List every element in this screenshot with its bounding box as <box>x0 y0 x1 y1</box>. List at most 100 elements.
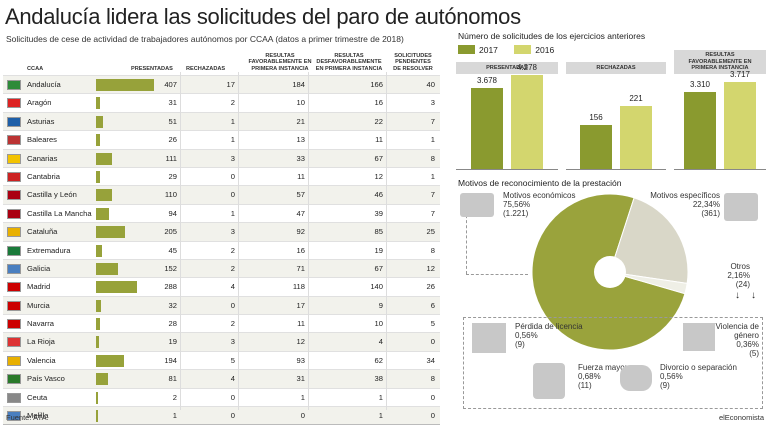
cell-desfavorables: 22 <box>374 116 383 126</box>
legend-swatch-2016 <box>514 45 532 54</box>
bar-2016 <box>724 82 756 170</box>
table-row: Galicia 152 2 71 67 12 <box>3 258 440 278</box>
cell-presentadas: 111 <box>165 153 177 163</box>
cell-rechazadas: 17 <box>226 80 235 89</box>
bar-2016 <box>620 106 652 170</box>
connector-line <box>466 274 528 275</box>
table-header: CCAA PRESENTADAS RECHAZADAS RESULTAS FAV… <box>3 49 440 75</box>
cell-favorables: 11 <box>297 319 305 329</box>
table-row: La Rioja 19 3 12 4 0 <box>3 332 440 351</box>
cell-desfavorables: 67 <box>374 263 383 273</box>
cell-rechazadas: 2 <box>230 98 235 108</box>
flag-icon <box>7 245 21 256</box>
brand-label: elEconomista <box>718 413 764 422</box>
legend-item-2016: 2016 <box>514 45 554 55</box>
source-note: Fuente: ATA. <box>6 413 49 422</box>
ccaa-name: País Vasco <box>27 374 65 384</box>
cell-presentadas: 194 <box>164 355 177 365</box>
header-favorables: RESULTAS FAVORABLEMENTE EN PRIMERA INSTA… <box>248 53 312 72</box>
cell-favorables: 17 <box>296 300 305 310</box>
cell-desfavorables: 1 <box>378 392 383 402</box>
header-presentadas: PRESENTADAS <box>131 66 173 72</box>
ccaa-name: Murcia <box>27 300 50 310</box>
cell-favorables: 13 <box>296 135 305 145</box>
cell-presentadas: 205 <box>164 227 177 237</box>
presentadas-bar <box>96 207 110 220</box>
cell-desfavorables: 10 <box>374 319 383 329</box>
ccaa-name: Valencia <box>27 355 56 365</box>
cell-favorables: 184 <box>292 80 305 89</box>
bar-value-label: 4.278 <box>516 63 538 72</box>
broken-chain-icon <box>620 365 652 391</box>
presentadas-bar <box>96 189 112 202</box>
panel-header: RESULTAS FAVORABLEMENTE EN PRIMERA INSTANC… <box>674 50 766 74</box>
bar-value-label: 3.310 <box>689 79 711 89</box>
table-row: Navarra 28 2 11 10 5 <box>3 314 440 332</box>
donut-hole <box>594 256 626 288</box>
cell-presentadas: 81 <box>168 374 177 384</box>
cell-presentadas: 26 <box>168 135 177 145</box>
header-rechazadas: RECHAZADAS <box>186 66 226 72</box>
presentadas-bar <box>96 299 101 312</box>
cell-favorables: 71 <box>296 263 305 273</box>
ccaa-name: La Rioja <box>27 337 55 347</box>
cell-pendientes: 6 <box>430 300 435 310</box>
cell-rechazadas: 3 <box>230 337 235 347</box>
cell-pendientes: 0 <box>430 411 435 421</box>
page-title: Andalucía lidera las solicitudes del par… <box>5 4 521 29</box>
cell-presentadas: 29 <box>168 171 177 181</box>
slice-label-otros: Otros 2,16% (24) <box>727 262 750 289</box>
legend-swatch-2017 <box>458 45 475 54</box>
cell-presentadas: 32 <box>168 300 177 310</box>
prev-years-title: Número de solicitudes de los ejercicios … <box>458 31 646 41</box>
baseline <box>456 169 558 170</box>
arrow-down-icon: ↓ <box>735 290 740 301</box>
cell-presentadas: 407 <box>164 80 177 89</box>
cell-pendientes: 12 <box>426 263 435 273</box>
cell-pendientes: 34 <box>426 355 435 365</box>
cell-favorables: 92 <box>296 227 305 237</box>
cell-presentadas: 28 <box>168 319 177 329</box>
cell-rechazadas: 1 <box>230 116 235 126</box>
table-row: Baleares 26 1 13 11 1 <box>3 130 440 148</box>
breakdown-fuerza: Fuerza mayor 0,68% (11) <box>578 363 628 390</box>
flag-icon <box>7 227 21 238</box>
bar-value-label: 3.717 <box>729 70 751 79</box>
cell-rechazadas: 3 <box>230 153 235 163</box>
bar-2017 <box>684 91 716 170</box>
bar-2017 <box>471 88 503 170</box>
bar-2016 <box>511 75 543 170</box>
slice-label-especificos: Motivos específicos 22,34% (361) <box>650 191 720 218</box>
presentadas-bar <box>96 281 138 294</box>
cell-favorables: 21 <box>296 116 305 126</box>
header-pendientes: SOLICITUDES PENDIENTES DE RESOLVER <box>393 53 433 72</box>
cell-rechazadas: 5 <box>230 355 235 365</box>
flag-icon <box>7 300 21 311</box>
cell-desfavorables: 1 <box>378 411 383 421</box>
flag-icon <box>7 282 21 293</box>
table-row: Madrid 288 4 118 140 26 <box>3 277 440 295</box>
pie-title: Motivos de reconocimiento de la prestaci… <box>458 178 622 188</box>
cell-rechazadas: 0 <box>230 300 235 310</box>
cell-presentadas: 110 <box>164 190 177 200</box>
legend-item-2017: 2017 <box>458 45 498 55</box>
cell-pendientes: 3 <box>430 98 435 108</box>
ccaa-name: Cataluña <box>27 227 58 237</box>
cell-presentadas: 2 <box>172 392 177 402</box>
flag-icon <box>7 392 21 403</box>
ccaa-name: Andalucía <box>27 80 61 89</box>
header-desfavorables: RESULTAS DESFAVORABLEMENTE EN PRIMERA IN… <box>315 53 383 72</box>
cell-desfavorables: 39 <box>374 208 383 218</box>
cell-presentadas: 31 <box>168 98 177 108</box>
cell-pendientes: 40 <box>426 80 435 89</box>
breakdown-violencia: Violencia de género 0,36% (5) <box>715 322 759 358</box>
flag-icon <box>7 355 21 366</box>
cell-favorables: 11 <box>297 171 305 181</box>
ccaa-name: Castilla y León <box>27 190 77 200</box>
cell-pendientes: 8 <box>430 374 435 384</box>
cell-pendientes: 7 <box>430 190 435 200</box>
cell-desfavorables: 9 <box>378 300 383 310</box>
bar-value-label: 3.678 <box>476 76 498 86</box>
ccaa-name: Castilla La Mancha <box>27 208 92 218</box>
panel-header: PRESENTADAS <box>456 62 558 74</box>
